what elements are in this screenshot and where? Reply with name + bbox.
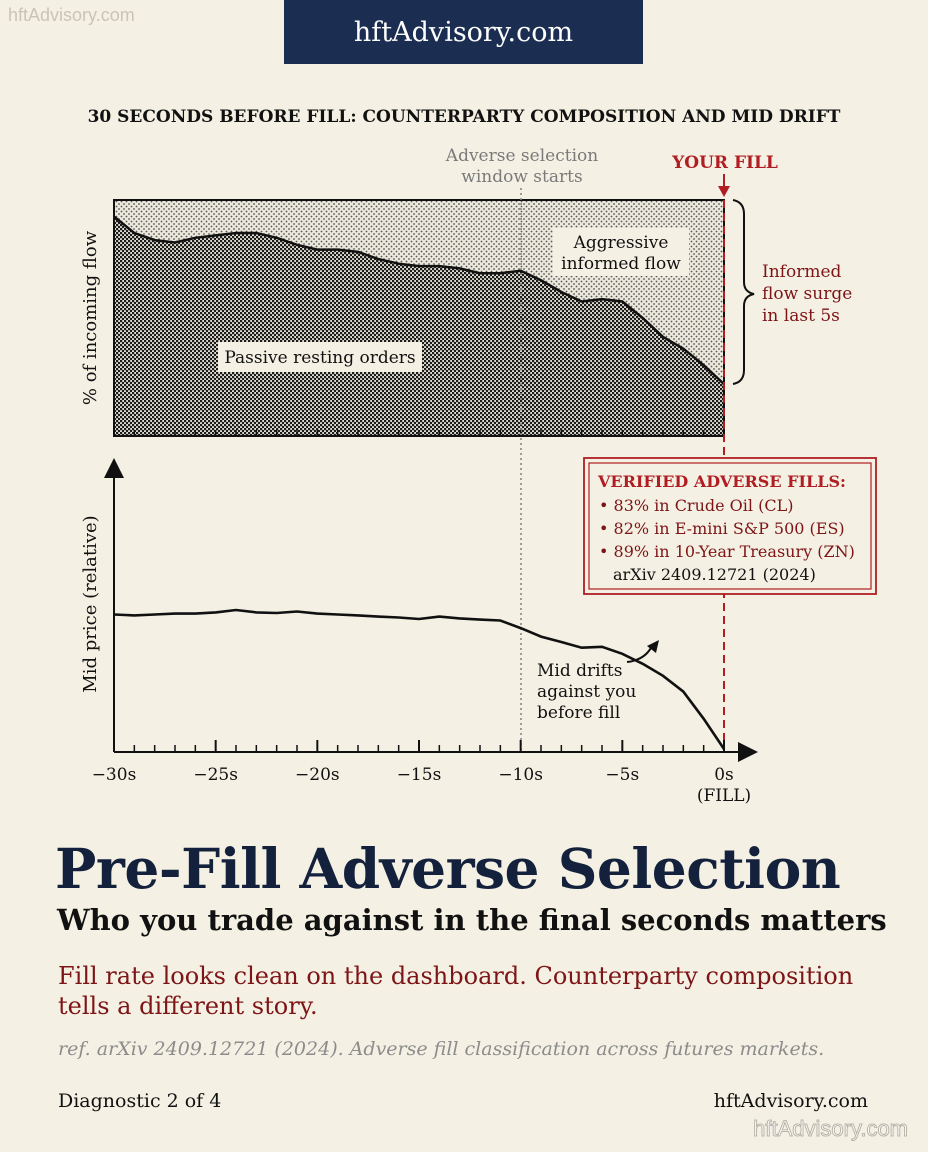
watermark-bottom: hftAdvisory.com: [753, 1116, 909, 1142]
passive-orders-label: Passive resting orders: [218, 342, 422, 372]
svg-text:informed flow: informed flow: [561, 254, 681, 274]
mid-x-tick-labels: −30s −25s −20s −15s −10s −5s 0s: [92, 765, 734, 785]
chart-title: 30 SECONDS BEFORE FILL: COUNTERPARTY COM…: [87, 107, 841, 127]
verified-item: • 82% in E-mini S&P 500 (ES): [599, 519, 845, 538]
subheadline: Who you trade against in the final secon…: [57, 903, 887, 937]
description: Fill rate looks clean on the dashboard. …: [58, 962, 854, 1020]
svg-text:Aggressive: Aggressive: [573, 233, 669, 253]
mid-y-label: Mid price (relative): [80, 515, 101, 692]
mid-x-tick-label: −30s: [92, 765, 137, 785]
aggressive-flow-label: Aggressive informed flow: [553, 228, 689, 276]
verified-source: arXiv 2409.12721 (2024): [613, 565, 816, 584]
verified-fills-box: VERIFIED ADVERSE FILLS: • 83% in Crude O…: [583, 457, 877, 595]
svg-text:flow surge: flow surge: [762, 284, 852, 304]
mid-price-line: [113, 608, 726, 750]
composition-y-label: % of incoming flow: [80, 230, 101, 405]
mid-x-tick-label: −5s: [605, 765, 639, 785]
informed-surge-bracket: Informed flow surge in last 5s: [732, 199, 852, 385]
mid-x-tick-label: −15s: [397, 765, 442, 785]
site-banner[interactable]: hftAdvisory.com: [284, 0, 643, 64]
reference: ref. arXiv 2409.12721 (2024). Adverse fi…: [58, 1038, 825, 1060]
mid-price-chart: Mid price (relative) −30s −25s −20s −15s −10…: [80, 458, 758, 806]
fill-tick-label: (FILL): [697, 786, 751, 806]
svg-text:Mid drifts: Mid drifts: [537, 661, 622, 681]
adverse-window-marker: Adverse selection window starts: [445, 146, 598, 752]
svg-text:Informed: Informed: [762, 262, 841, 282]
svg-text:Adverse selection: Adverse selection: [445, 146, 598, 166]
headline: Pre-Fill Adverse Selection: [55, 836, 841, 901]
composition-boundary-line: [113, 215, 725, 386]
passive-orders-area: [114, 216, 724, 436]
svg-text:Passive resting orders: Passive resting orders: [224, 348, 415, 368]
mid-x-tick-label: −10s: [498, 765, 543, 785]
watermark-top: hftAdvisory.com: [8, 5, 135, 25]
svg-text:in last 5s: in last 5s: [762, 306, 840, 326]
mid-x-ticks: [113, 740, 725, 752]
svg-text:window starts: window starts: [461, 167, 582, 187]
footer-site[interactable]: hftAdvisory.com: [713, 1090, 868, 1112]
mid-x-tick-label: −25s: [193, 765, 238, 785]
svg-text:before fill: before fill: [537, 703, 620, 723]
verified-item: • 83% in Crude Oil (CL): [599, 496, 793, 515]
mid-x-tick-label: 0s: [714, 765, 734, 785]
chart-svg: % of incoming flow Aggressive informed f…: [80, 146, 877, 806]
verified-box-title: VERIFIED ADVERSE FILLS:: [597, 472, 846, 491]
svg-text:against you: against you: [537, 682, 636, 702]
verified-item: • 89% in 10-Year Treasury (ZN): [599, 542, 855, 561]
composition-x-ticks: [113, 430, 725, 436]
svg-text:YOUR FILL: YOUR FILL: [671, 153, 778, 173]
mid-drift-annotation: Mid drifts against you before fill: [537, 640, 659, 723]
mid-x-tick-label: −20s: [295, 765, 340, 785]
footer-diagnostic: Diagnostic 2 of 4: [58, 1090, 222, 1112]
